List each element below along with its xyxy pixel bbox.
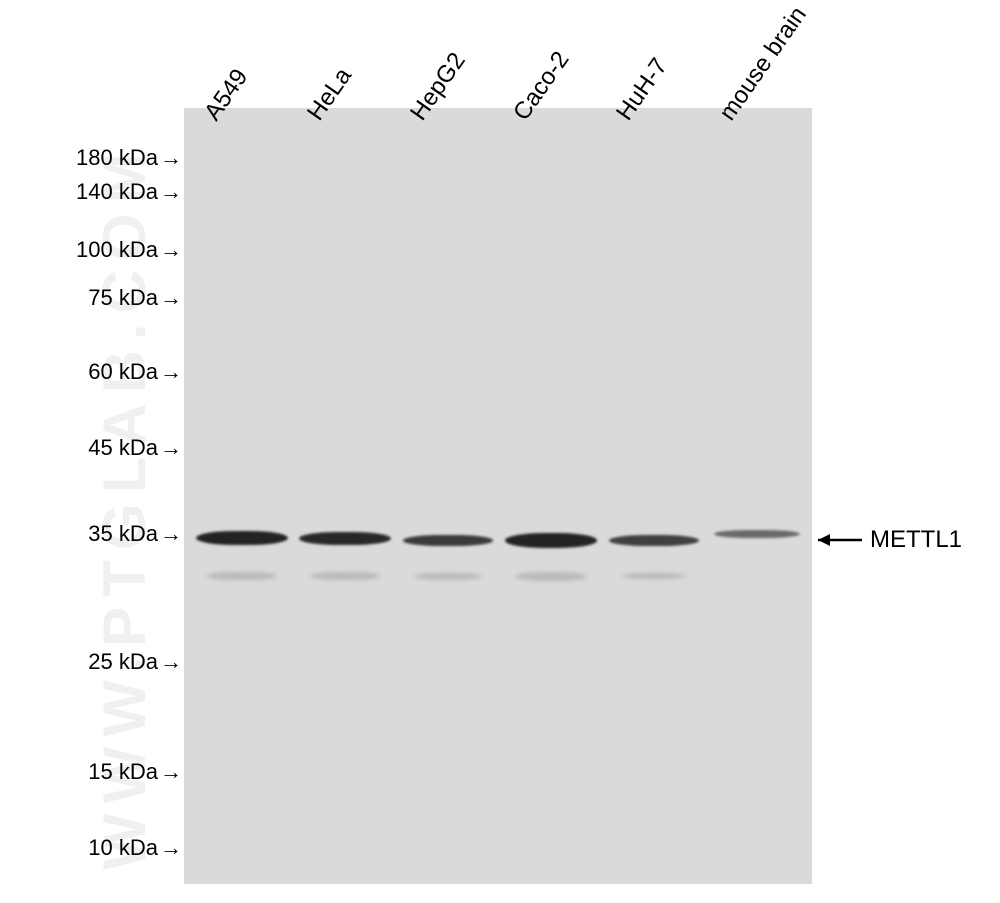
band-main-lane-4 <box>609 535 699 546</box>
band-main-lane-2 <box>403 535 493 546</box>
band-faint-lane-1 <box>310 572 380 580</box>
ladder-arrow-8: → <box>160 759 182 785</box>
ladder-arrow-5: → <box>160 435 182 461</box>
band-faint-lane-2 <box>414 573 482 580</box>
band-main-lane-1 <box>299 532 391 545</box>
ladder-label-5: 45 kDa <box>88 435 158 461</box>
ladder-arrow-0: → <box>160 145 182 171</box>
ladder-label-3: 75 kDa <box>88 285 158 311</box>
band-main-lane-3 <box>505 533 597 548</box>
ladder-arrow-3: → <box>160 285 182 311</box>
ladder-label-4: 60 kDa <box>88 359 158 385</box>
ladder-label-8: 15 kDa <box>88 759 158 785</box>
ladder-label-9: 10 kDa <box>88 835 158 861</box>
ladder-arrow-9: → <box>160 835 182 861</box>
band-main-lane-0 <box>196 531 288 545</box>
figure-container: WWW.PTGLAB.COM A549HeLaHepG2Caco-2HuH-7m… <box>0 0 1000 903</box>
ladder-arrow-6: → <box>160 521 182 547</box>
ladder-arrow-1: → <box>160 179 182 205</box>
target-label: METTL1 <box>870 526 962 554</box>
ladder-arrow-2: → <box>160 237 182 263</box>
ladder-label-0: 180 kDa <box>76 145 158 171</box>
band-faint-lane-0 <box>207 572 277 580</box>
ladder-arrow-7: → <box>160 649 182 675</box>
ladder-label-2: 100 kDa <box>76 237 158 263</box>
band-faint-lane-4 <box>622 573 686 579</box>
band-faint-lane-3 <box>515 572 587 581</box>
ladder-label-7: 25 kDa <box>88 649 158 675</box>
blot-membrane <box>184 108 812 884</box>
ladder-label-6: 35 kDa <box>88 521 158 547</box>
ladder-label-1: 140 kDa <box>76 179 158 205</box>
band-main-lane-5 <box>714 530 800 538</box>
ladder-arrow-4: → <box>160 359 182 385</box>
